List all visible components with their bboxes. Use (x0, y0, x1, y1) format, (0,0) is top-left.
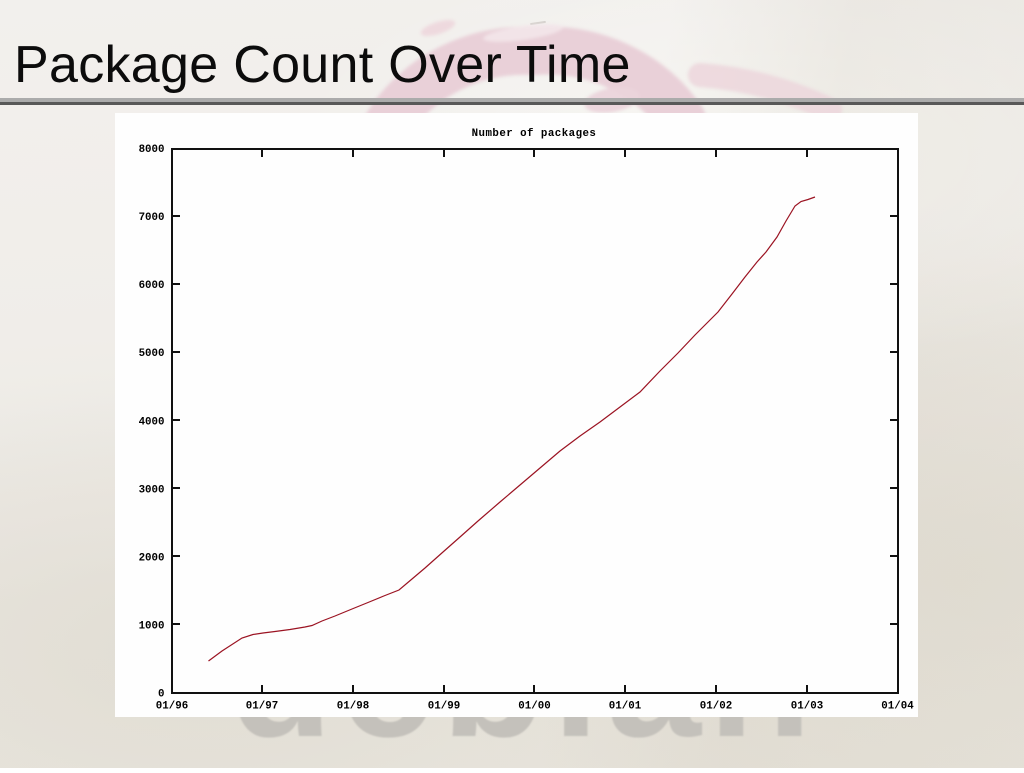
svg-text:01/00: 01/00 (518, 700, 550, 712)
svg-text:0: 0 (158, 689, 164, 701)
svg-text:01/04: 01/04 (881, 700, 914, 712)
svg-text:3000: 3000 (139, 484, 165, 496)
svg-text:1000: 1000 (139, 620, 165, 632)
svg-text:01/98: 01/98 (337, 700, 369, 712)
svg-text:8000: 8000 (139, 144, 165, 156)
svg-text:01/97: 01/97 (246, 700, 278, 712)
svg-text:6000: 6000 (139, 280, 165, 292)
svg-text:01/01: 01/01 (609, 700, 642, 712)
svg-text:01/03: 01/03 (791, 700, 823, 712)
svg-text:01/02: 01/02 (700, 700, 732, 712)
svg-text:2000: 2000 (139, 552, 165, 564)
svg-text:Number of packages: Number of packages (472, 128, 597, 140)
svg-text:7000: 7000 (139, 212, 165, 224)
svg-text:4000: 4000 (139, 416, 165, 428)
svg-text:01/99: 01/99 (428, 700, 460, 712)
svg-text:01/96: 01/96 (156, 700, 188, 712)
svg-text:5000: 5000 (139, 348, 165, 360)
